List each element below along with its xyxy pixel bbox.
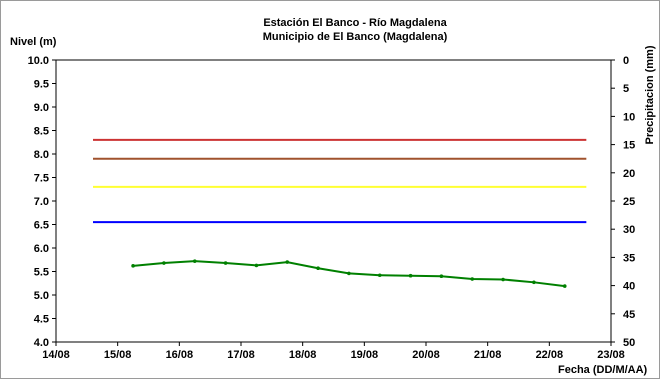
data-point — [562, 284, 567, 288]
y2-tick-label: 35 — [623, 252, 635, 264]
plot-area — [55, 59, 612, 343]
x-tick-label: 17/08 — [227, 349, 255, 361]
data-point — [192, 259, 197, 263]
data-point — [532, 280, 536, 285]
y-tick-label: 4.0 — [34, 337, 49, 349]
y2-tick-label: 45 — [623, 309, 635, 321]
y-tick-label: 4.5 — [34, 314, 49, 326]
x-tick-label: 18/08 — [289, 349, 317, 361]
y-tick-label: 7.5 — [34, 173, 49, 185]
x-tick-label: 20/08 — [412, 349, 440, 361]
data-point — [470, 277, 475, 281]
y2-axis-label: Precipitacion (mm) — [644, 45, 656, 144]
y-tick-label: 8.5 — [34, 126, 49, 138]
y2-tick-label: 30 — [623, 224, 635, 236]
y-tick-label: 5.5 — [34, 267, 49, 279]
chart-title: Estación El Banco - Río Magdalena — [263, 17, 447, 29]
y2-tick-label: 50 — [623, 337, 635, 349]
y-tick-label: 7.0 — [34, 196, 49, 208]
x-axis-label: Fecha (DD/M/AA) — [558, 364, 648, 376]
y-tick-label: 9.0 — [34, 102, 49, 114]
y-axis-label: Nivel (m) — [10, 36, 57, 48]
x-tick-label: 22/08 — [536, 349, 564, 361]
y-tick-label: 6.0 — [34, 243, 49, 255]
x-tick-label: 23/08 — [597, 349, 625, 361]
y2-tick-label: 10 — [623, 111, 635, 123]
x-tick-label: 15/08 — [104, 349, 132, 361]
data-point — [162, 261, 166, 265]
data-point — [254, 263, 259, 268]
data-point — [501, 277, 505, 282]
data-point — [408, 273, 413, 278]
chart-subtitle: Municipio de El Banco (Magdalena) — [263, 31, 448, 43]
x-tick-label: 21/08 — [474, 349, 502, 361]
y-tick-label: 8.0 — [34, 149, 49, 161]
data-point — [347, 271, 351, 276]
data-point — [316, 266, 320, 271]
y2-tick-label: 20 — [623, 168, 635, 180]
data-point — [223, 261, 228, 265]
x-tick-label: 16/08 — [166, 349, 194, 361]
y-tick-label: 9.5 — [34, 79, 49, 91]
y2-tick-label: 0 — [623, 55, 629, 67]
x-tick-label: 14/08 — [42, 349, 70, 361]
data-point — [439, 274, 444, 279]
y-tick-label: 10.0 — [28, 55, 49, 67]
data-point — [377, 273, 382, 278]
y2-tick-label: 5 — [623, 83, 629, 95]
x-tick-label: 19/08 — [351, 349, 379, 361]
data-point — [285, 260, 290, 264]
y-tick-label: 6.5 — [34, 220, 49, 232]
y2-tick-label: 15 — [623, 140, 635, 152]
y-tick-label: 5.0 — [34, 290, 49, 302]
y2-tick-label: 40 — [623, 281, 635, 293]
y2-tick-label: 25 — [623, 196, 635, 208]
data-point — [131, 264, 135, 268]
